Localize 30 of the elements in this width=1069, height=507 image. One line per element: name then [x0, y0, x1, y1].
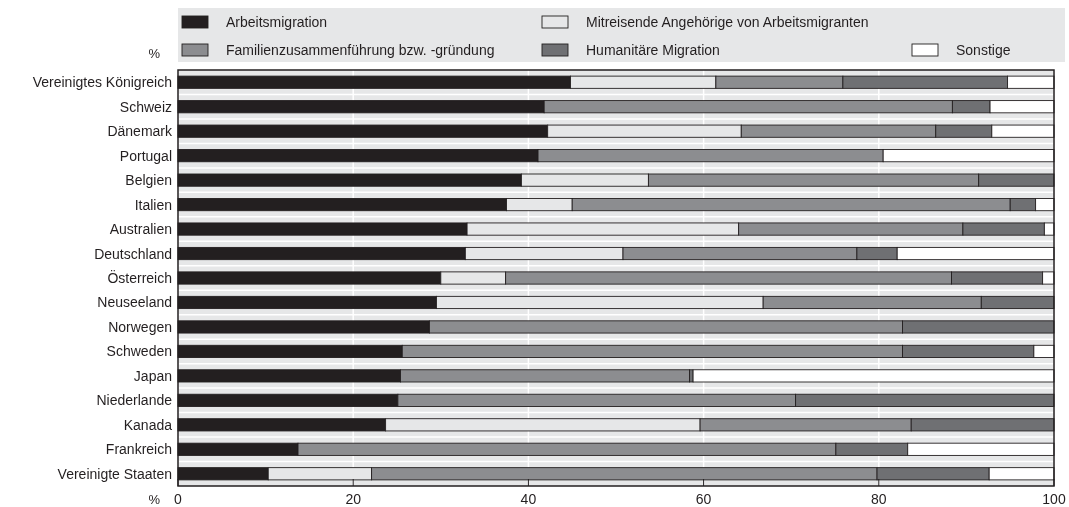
- legend-label: Humanitäre Migration: [586, 42, 720, 58]
- y-tick-label: Schweiz: [119, 98, 172, 115]
- y-axis-title: %: [148, 46, 161, 61]
- y-tick-label: Vereinigtes Königreich: [32, 74, 172, 91]
- x-tick-label: 20: [345, 491, 362, 507]
- legend-label: Arbeitsmigration: [226, 14, 328, 30]
- x-tick-label: 0: [174, 491, 183, 507]
- y-tick-label: Österreich: [107, 269, 172, 286]
- y-tick-label: Schweden: [106, 343, 172, 360]
- y-tick-label: Australien: [109, 221, 172, 238]
- x-axis-title: %: [148, 492, 161, 507]
- y-tick-label: Frankreich: [105, 441, 172, 458]
- y-tick-label: Italien: [134, 196, 172, 213]
- y-tick-label: Portugal: [119, 147, 172, 164]
- y-tick-label: Dänemark: [107, 123, 173, 140]
- legend-label: Sonstige: [956, 42, 1011, 58]
- x-tick-label: 60: [695, 491, 712, 507]
- y-tick-label: Belgien: [125, 172, 172, 189]
- y-tick-label: Neuseeland: [97, 294, 172, 311]
- y-tick-label: Norwegen: [108, 318, 172, 335]
- legend-label: Familienzusammenführung bzw. -gründung: [226, 42, 495, 58]
- y-tick-label: Vereinigte Staaten: [57, 465, 172, 482]
- x-tick-label: 80: [871, 491, 887, 507]
- y-tick-label: Japan: [133, 367, 172, 384]
- x-tick-label: 40: [520, 491, 537, 507]
- y-tick-label: Deutschland: [94, 245, 172, 262]
- y-tick-label: Kanada: [123, 416, 173, 433]
- x-tick-label: 100: [1042, 491, 1066, 507]
- y-tick-label: Niederlande: [96, 392, 173, 409]
- legend-label: Mitreisende Angehörige von Arbeitsmigranten: [586, 14, 869, 30]
